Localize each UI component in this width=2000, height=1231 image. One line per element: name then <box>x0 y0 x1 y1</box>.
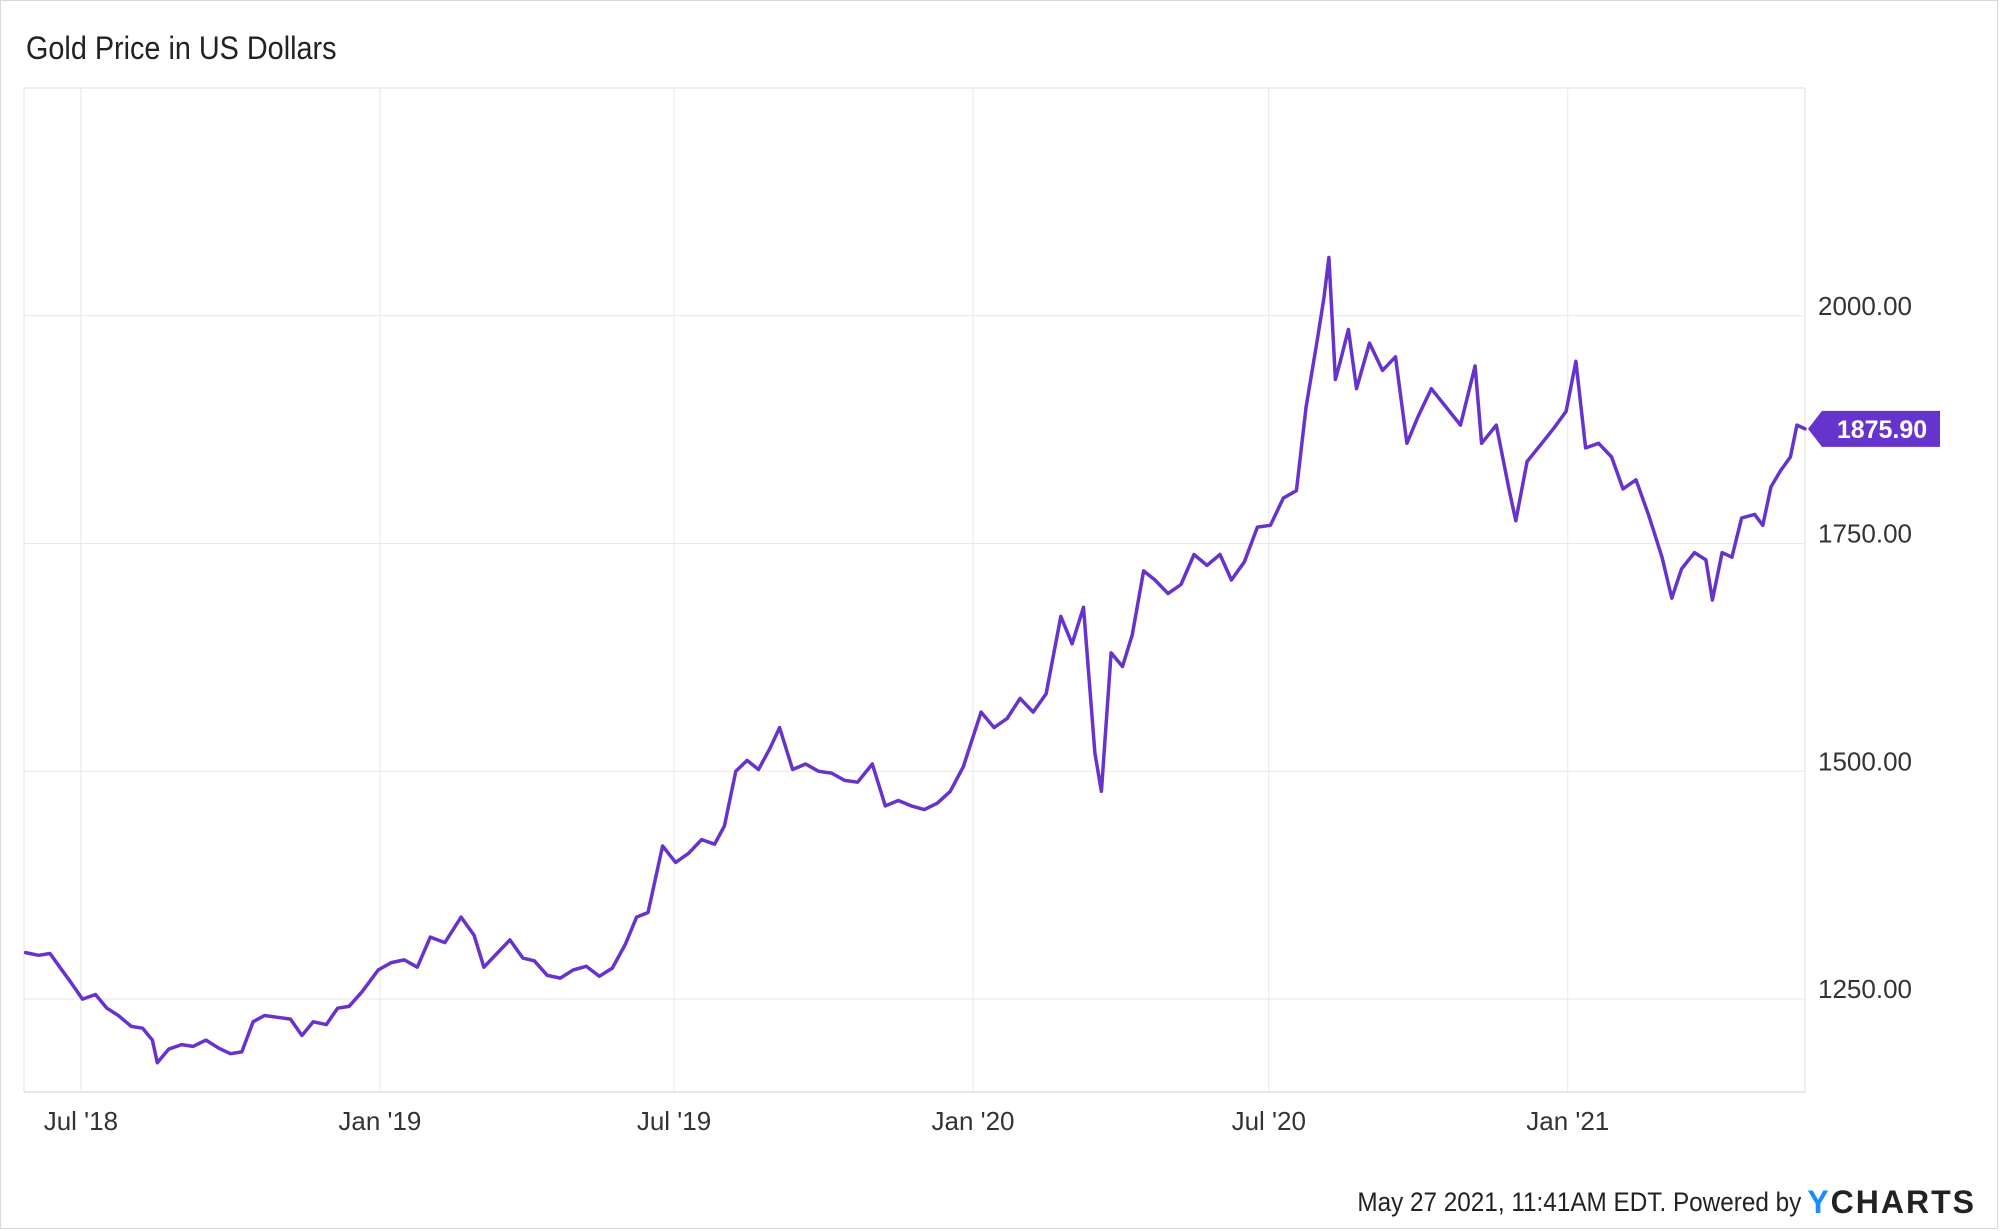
y-tick-label: 1250.00 <box>1818 974 1912 1004</box>
timestamp-text: May 27 2021, 11:41AM EDT. Powered by <box>1357 1187 1802 1217</box>
ycharts-logo[interactable]: YCHARTS <box>1807 1184 1976 1221</box>
y-tick-label: 1500.00 <box>1818 746 1912 776</box>
last-value-flag <box>1808 410 1940 447</box>
x-tick-label: Jan '21 <box>1526 1106 1609 1136</box>
x-tick-label: Jan '20 <box>931 1106 1014 1136</box>
last-value-text: 1875.90 <box>1837 416 1927 444</box>
x-axis-labels: Jul '18 Jan '19 Jul '19 Jan '20 Jul '20 Jan '… <box>44 1106 1610 1136</box>
price-line <box>23 255 1807 1065</box>
ycharts-logo-y: Y <box>1807 1184 1831 1220</box>
x-tick-label: Jul '20 <box>1232 1106 1306 1136</box>
chart-title: Gold Price in US Dollars <box>26 30 337 66</box>
chart-grid <box>23 87 1806 1093</box>
x-tick-label: Jul '19 <box>637 1106 711 1136</box>
chart-footer: May 27 2021, 11:41AM EDT. Powered by YCH… <box>1308 1184 1976 1221</box>
y-tick-label: 1750.00 <box>1818 519 1912 549</box>
x-tick-label: Jan '19 <box>338 1106 421 1136</box>
x-tick-label: Jul '18 <box>44 1106 118 1136</box>
y-axis-labels: 1250.00 1500.00 1750.00 2000.00 <box>1818 291 1912 1004</box>
y-tick-label: 2000.00 <box>1818 291 1912 321</box>
last-value-label: 1875.90 <box>1808 410 1940 447</box>
ycharts-logo-text: CHARTS <box>1830 1184 1976 1220</box>
